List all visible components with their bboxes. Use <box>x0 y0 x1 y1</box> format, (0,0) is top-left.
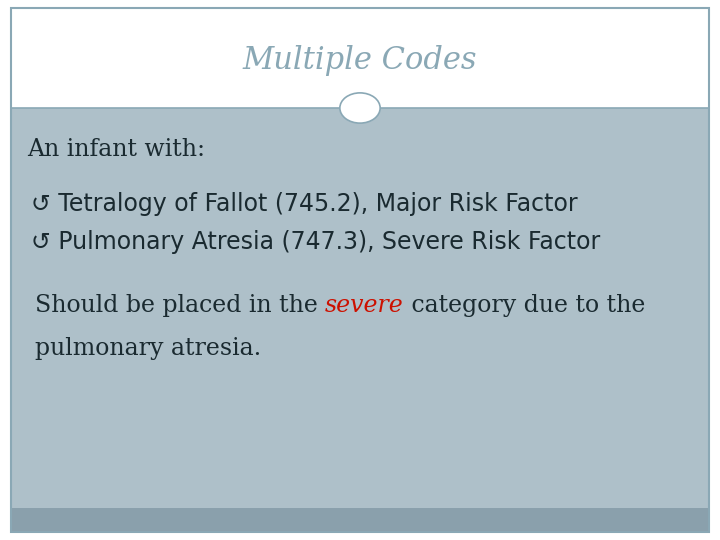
Text: An infant with:: An infant with: <box>27 138 205 161</box>
Text: pulmonary atresia.: pulmonary atresia. <box>35 338 261 361</box>
Text: Multiple Codes: Multiple Codes <box>243 44 477 76</box>
Text: ↺ Tetralogy of Fallot (745.2), Major Risk Factor: ↺ Tetralogy of Fallot (745.2), Major Ris… <box>31 192 577 215</box>
Text: Should be placed in the: Should be placed in the <box>35 294 325 318</box>
Circle shape <box>340 93 380 123</box>
Text: ↺ Pulmonary Atresia (747.3), Severe Risk Factor: ↺ Pulmonary Atresia (747.3), Severe Risk… <box>31 230 600 253</box>
Text: category due to the: category due to the <box>404 294 645 318</box>
Bar <box>11 8 709 108</box>
Bar <box>11 108 709 508</box>
Text: severe: severe <box>325 294 404 318</box>
Bar <box>11 508 709 532</box>
